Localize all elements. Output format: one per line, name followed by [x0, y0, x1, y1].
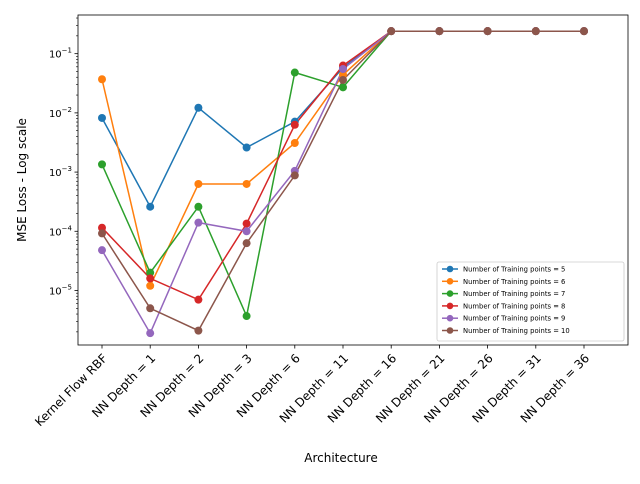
legend-marker [446, 265, 454, 273]
legend-label: Number of Training points = 8 [463, 302, 565, 310]
data-point-s6 [387, 27, 396, 36]
data-point-s2 [98, 75, 106, 84]
y-tick-base: 10 [49, 109, 62, 120]
data-point-s6 [339, 75, 347, 84]
y-tick-label: 10−3 [49, 165, 72, 179]
data-point-s6 [98, 229, 106, 238]
y-axis: 10−510−410−310−210−1 [49, 17, 78, 333]
series-line-1 [101, 30, 584, 209]
legend: Number of Training points = 5 Number of T… [436, 261, 625, 342]
legend-label: Number of Training points = 6 [463, 278, 565, 286]
data-point-s1 [242, 143, 251, 152]
x-axis-label: Architecture [304, 451, 377, 465]
data-point-s4 [194, 295, 203, 304]
y-tick-base: 10 [49, 286, 62, 297]
data-point-s6 [580, 27, 588, 36]
series-markers [98, 27, 588, 338]
y-tick-exponent: −5 [62, 283, 72, 291]
data-point-s3 [242, 312, 251, 321]
legend-label: Number of Training points = 9 [463, 315, 565, 323]
data-point-s5 [98, 246, 106, 255]
data-point-s1 [98, 113, 106, 122]
legend-marker [446, 327, 454, 334]
data-point-s2 [146, 281, 155, 290]
data-point-s2 [194, 179, 203, 188]
y-tick-base: 10 [49, 227, 62, 238]
data-point-s6 [531, 27, 540, 36]
legend-box [436, 261, 625, 342]
data-point-s6 [194, 326, 203, 335]
legend-label: Number of Training points = 10 [463, 327, 570, 335]
y-tick-exponent: −3 [62, 165, 72, 173]
y-tick-exponent: −2 [62, 106, 72, 114]
data-point-s3 [194, 202, 203, 211]
y-tick-label: 10−5 [49, 283, 72, 297]
y-tick-exponent: −1 [62, 47, 72, 55]
y-tick-label: 10−2 [49, 106, 72, 120]
data-point-s3 [146, 268, 155, 277]
legend-marker [446, 290, 454, 297]
legend-label: Number of Training points = 7 [463, 290, 565, 298]
data-point-s6 [290, 171, 299, 180]
data-point-s1 [146, 202, 155, 211]
data-point-s6 [483, 27, 492, 36]
y-axis-label: MSE Loss - Log scale [15, 118, 29, 242]
data-point-s1 [194, 103, 203, 112]
data-point-s4 [146, 274, 155, 283]
y-tick-label: 10−1 [49, 47, 72, 61]
plot-frame [77, 14, 629, 346]
data-point-s3 [98, 160, 106, 169]
data-point-s5 [146, 329, 155, 338]
data-point-s4 [290, 120, 299, 129]
data-point-s2 [290, 138, 299, 147]
y-tick-base: 10 [49, 168, 62, 179]
data-point-s4 [242, 219, 251, 228]
data-point-s6 [146, 304, 155, 313]
data-point-s2 [242, 179, 251, 188]
data-point-s3 [290, 68, 299, 77]
legend-label: Number of Training points = 5 [463, 266, 565, 274]
data-point-s5 [242, 227, 251, 236]
data-point-s6 [435, 27, 444, 36]
legend-marker [446, 314, 454, 322]
data-point-s5 [194, 218, 203, 227]
legend-marker [446, 302, 454, 310]
y-tick-label: 10−4 [49, 224, 73, 238]
data-point-s5 [339, 65, 347, 74]
y-tick-base: 10 [49, 50, 62, 61]
y-tick-exponent: −4 [62, 224, 73, 232]
data-point-s4 [98, 223, 106, 232]
data-point-s3 [339, 83, 347, 92]
data-point-s6 [242, 239, 251, 248]
legend-marker [446, 278, 454, 285]
